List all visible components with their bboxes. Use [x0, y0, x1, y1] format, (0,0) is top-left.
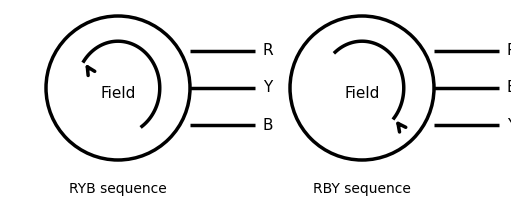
Text: Y: Y: [507, 118, 511, 133]
Text: Y: Y: [263, 80, 272, 96]
Text: RBY sequence: RBY sequence: [313, 182, 411, 196]
Text: Field: Field: [100, 86, 136, 100]
Ellipse shape: [46, 16, 190, 160]
Ellipse shape: [290, 16, 434, 160]
Text: B: B: [507, 80, 511, 96]
Text: RYB sequence: RYB sequence: [69, 182, 167, 196]
Text: R: R: [507, 43, 511, 58]
Text: R: R: [263, 43, 273, 58]
Text: Field: Field: [344, 86, 380, 100]
Text: B: B: [263, 118, 273, 133]
